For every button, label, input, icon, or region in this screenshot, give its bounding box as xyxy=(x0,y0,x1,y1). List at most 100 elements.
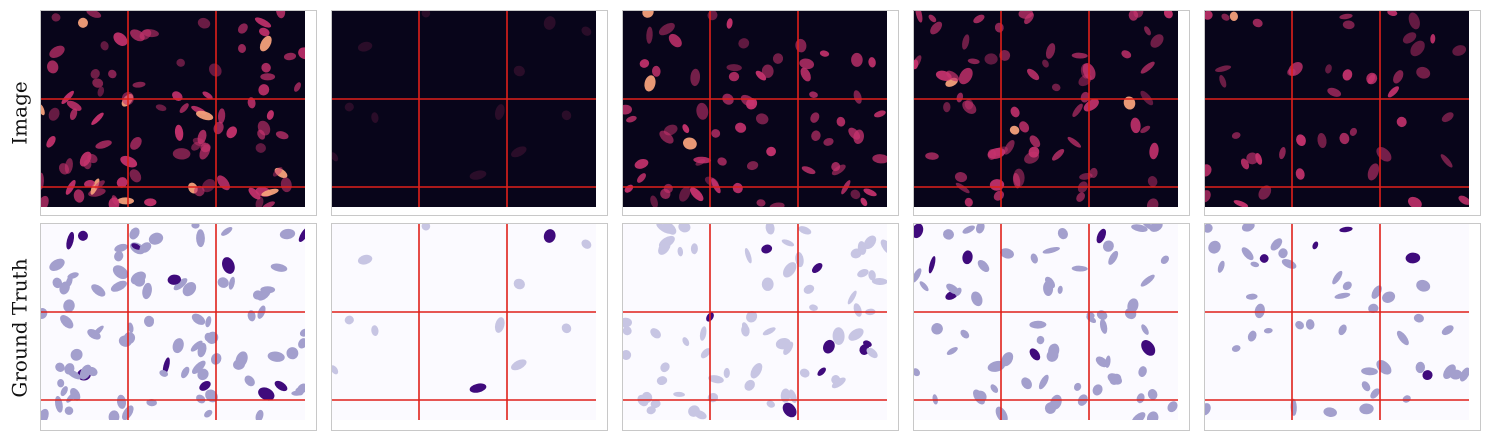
nucleus xyxy=(755,70,767,81)
nucleus xyxy=(421,224,431,231)
nucleus xyxy=(130,271,146,285)
nucleus xyxy=(112,265,129,280)
nucleus xyxy=(775,338,791,350)
nucleus xyxy=(1057,285,1063,294)
nucleus xyxy=(274,380,288,392)
nucleus xyxy=(1142,224,1158,232)
nucleus xyxy=(679,186,691,202)
nucleus xyxy=(261,188,279,197)
nucleus xyxy=(1147,389,1158,400)
nucleus xyxy=(1131,412,1146,420)
nucleus xyxy=(663,124,678,136)
nucleus xyxy=(682,124,690,134)
nucleus xyxy=(127,322,134,333)
truth-panel-2 xyxy=(331,223,608,431)
nucleus xyxy=(196,394,206,404)
nucleus xyxy=(744,248,752,264)
image-background xyxy=(332,224,596,420)
nucleus xyxy=(1325,64,1332,74)
nucleus xyxy=(1000,248,1014,259)
nucleus xyxy=(1042,59,1049,68)
nucleus xyxy=(646,26,653,44)
image-background xyxy=(914,11,1178,207)
nucleus xyxy=(1407,196,1422,207)
nucleus xyxy=(196,110,214,121)
nucleus xyxy=(1229,11,1239,21)
nucleus xyxy=(222,257,235,274)
nucleus xyxy=(750,362,763,379)
nucleus xyxy=(700,348,711,359)
nucleus xyxy=(800,67,811,82)
segmentation-mask xyxy=(41,224,305,420)
image-panel-2 xyxy=(331,10,608,216)
nucleus xyxy=(197,17,211,29)
nucleus xyxy=(962,225,975,234)
nucleus xyxy=(1219,75,1227,88)
nucleus xyxy=(1099,318,1108,334)
nucleus xyxy=(728,71,740,82)
nucleus xyxy=(172,338,184,354)
nucleus xyxy=(298,47,305,60)
nucleus xyxy=(1074,382,1082,391)
segmentation-mask xyxy=(914,224,1178,420)
nucleus xyxy=(262,201,275,207)
nucleus xyxy=(294,82,301,92)
nucleus xyxy=(919,281,929,292)
nucleus xyxy=(116,177,128,188)
nucleus xyxy=(132,81,146,88)
nucleus xyxy=(41,308,48,319)
nucleus xyxy=(962,34,970,50)
nucleus xyxy=(204,409,213,418)
nucleus xyxy=(129,227,140,240)
nucleus xyxy=(958,67,973,85)
nucleus xyxy=(511,359,527,371)
nucleus xyxy=(1083,98,1099,112)
nucleus xyxy=(259,35,272,52)
nucleus xyxy=(1051,83,1061,92)
nucleus xyxy=(87,328,101,340)
nucleus xyxy=(192,360,206,374)
nucleus xyxy=(561,110,572,121)
nucleus xyxy=(1231,132,1241,139)
nucleus xyxy=(831,377,846,389)
nucleus xyxy=(1402,32,1417,44)
nucleus xyxy=(237,23,248,34)
nucleus xyxy=(658,240,671,255)
nucleus xyxy=(925,152,939,160)
nucleus xyxy=(1146,198,1159,207)
nucleus xyxy=(755,113,769,125)
nucleus xyxy=(848,328,864,341)
image-background xyxy=(623,11,887,207)
nucleus xyxy=(63,299,75,313)
nucleus xyxy=(191,224,200,229)
nucleus xyxy=(1108,250,1119,265)
nucleus xyxy=(967,58,980,65)
image-background xyxy=(1205,11,1469,207)
nucleus xyxy=(857,269,869,278)
nucleus xyxy=(1382,291,1396,303)
nucleus xyxy=(1046,349,1059,362)
nucleus xyxy=(543,229,556,243)
nucleus xyxy=(946,347,958,355)
nucleus xyxy=(1441,112,1454,123)
nucleus xyxy=(726,64,742,72)
nucleus xyxy=(267,351,285,362)
nucleus xyxy=(1422,370,1433,381)
nucleus xyxy=(258,84,270,96)
nucleus xyxy=(644,75,656,92)
nucleus xyxy=(799,58,815,70)
nucleus xyxy=(677,246,684,257)
nucleus xyxy=(811,262,823,274)
nucleus xyxy=(783,341,794,355)
nucleus xyxy=(237,44,247,53)
nucleus xyxy=(984,53,998,65)
nucleus xyxy=(260,73,276,81)
nucleus xyxy=(371,325,379,336)
nucleus xyxy=(513,65,525,77)
nucleus xyxy=(1441,325,1454,336)
nucleus xyxy=(1408,12,1420,30)
nucleus xyxy=(1130,117,1141,134)
nucleus xyxy=(1459,367,1469,382)
nucleus xyxy=(738,38,750,49)
nucleus xyxy=(1043,280,1054,296)
